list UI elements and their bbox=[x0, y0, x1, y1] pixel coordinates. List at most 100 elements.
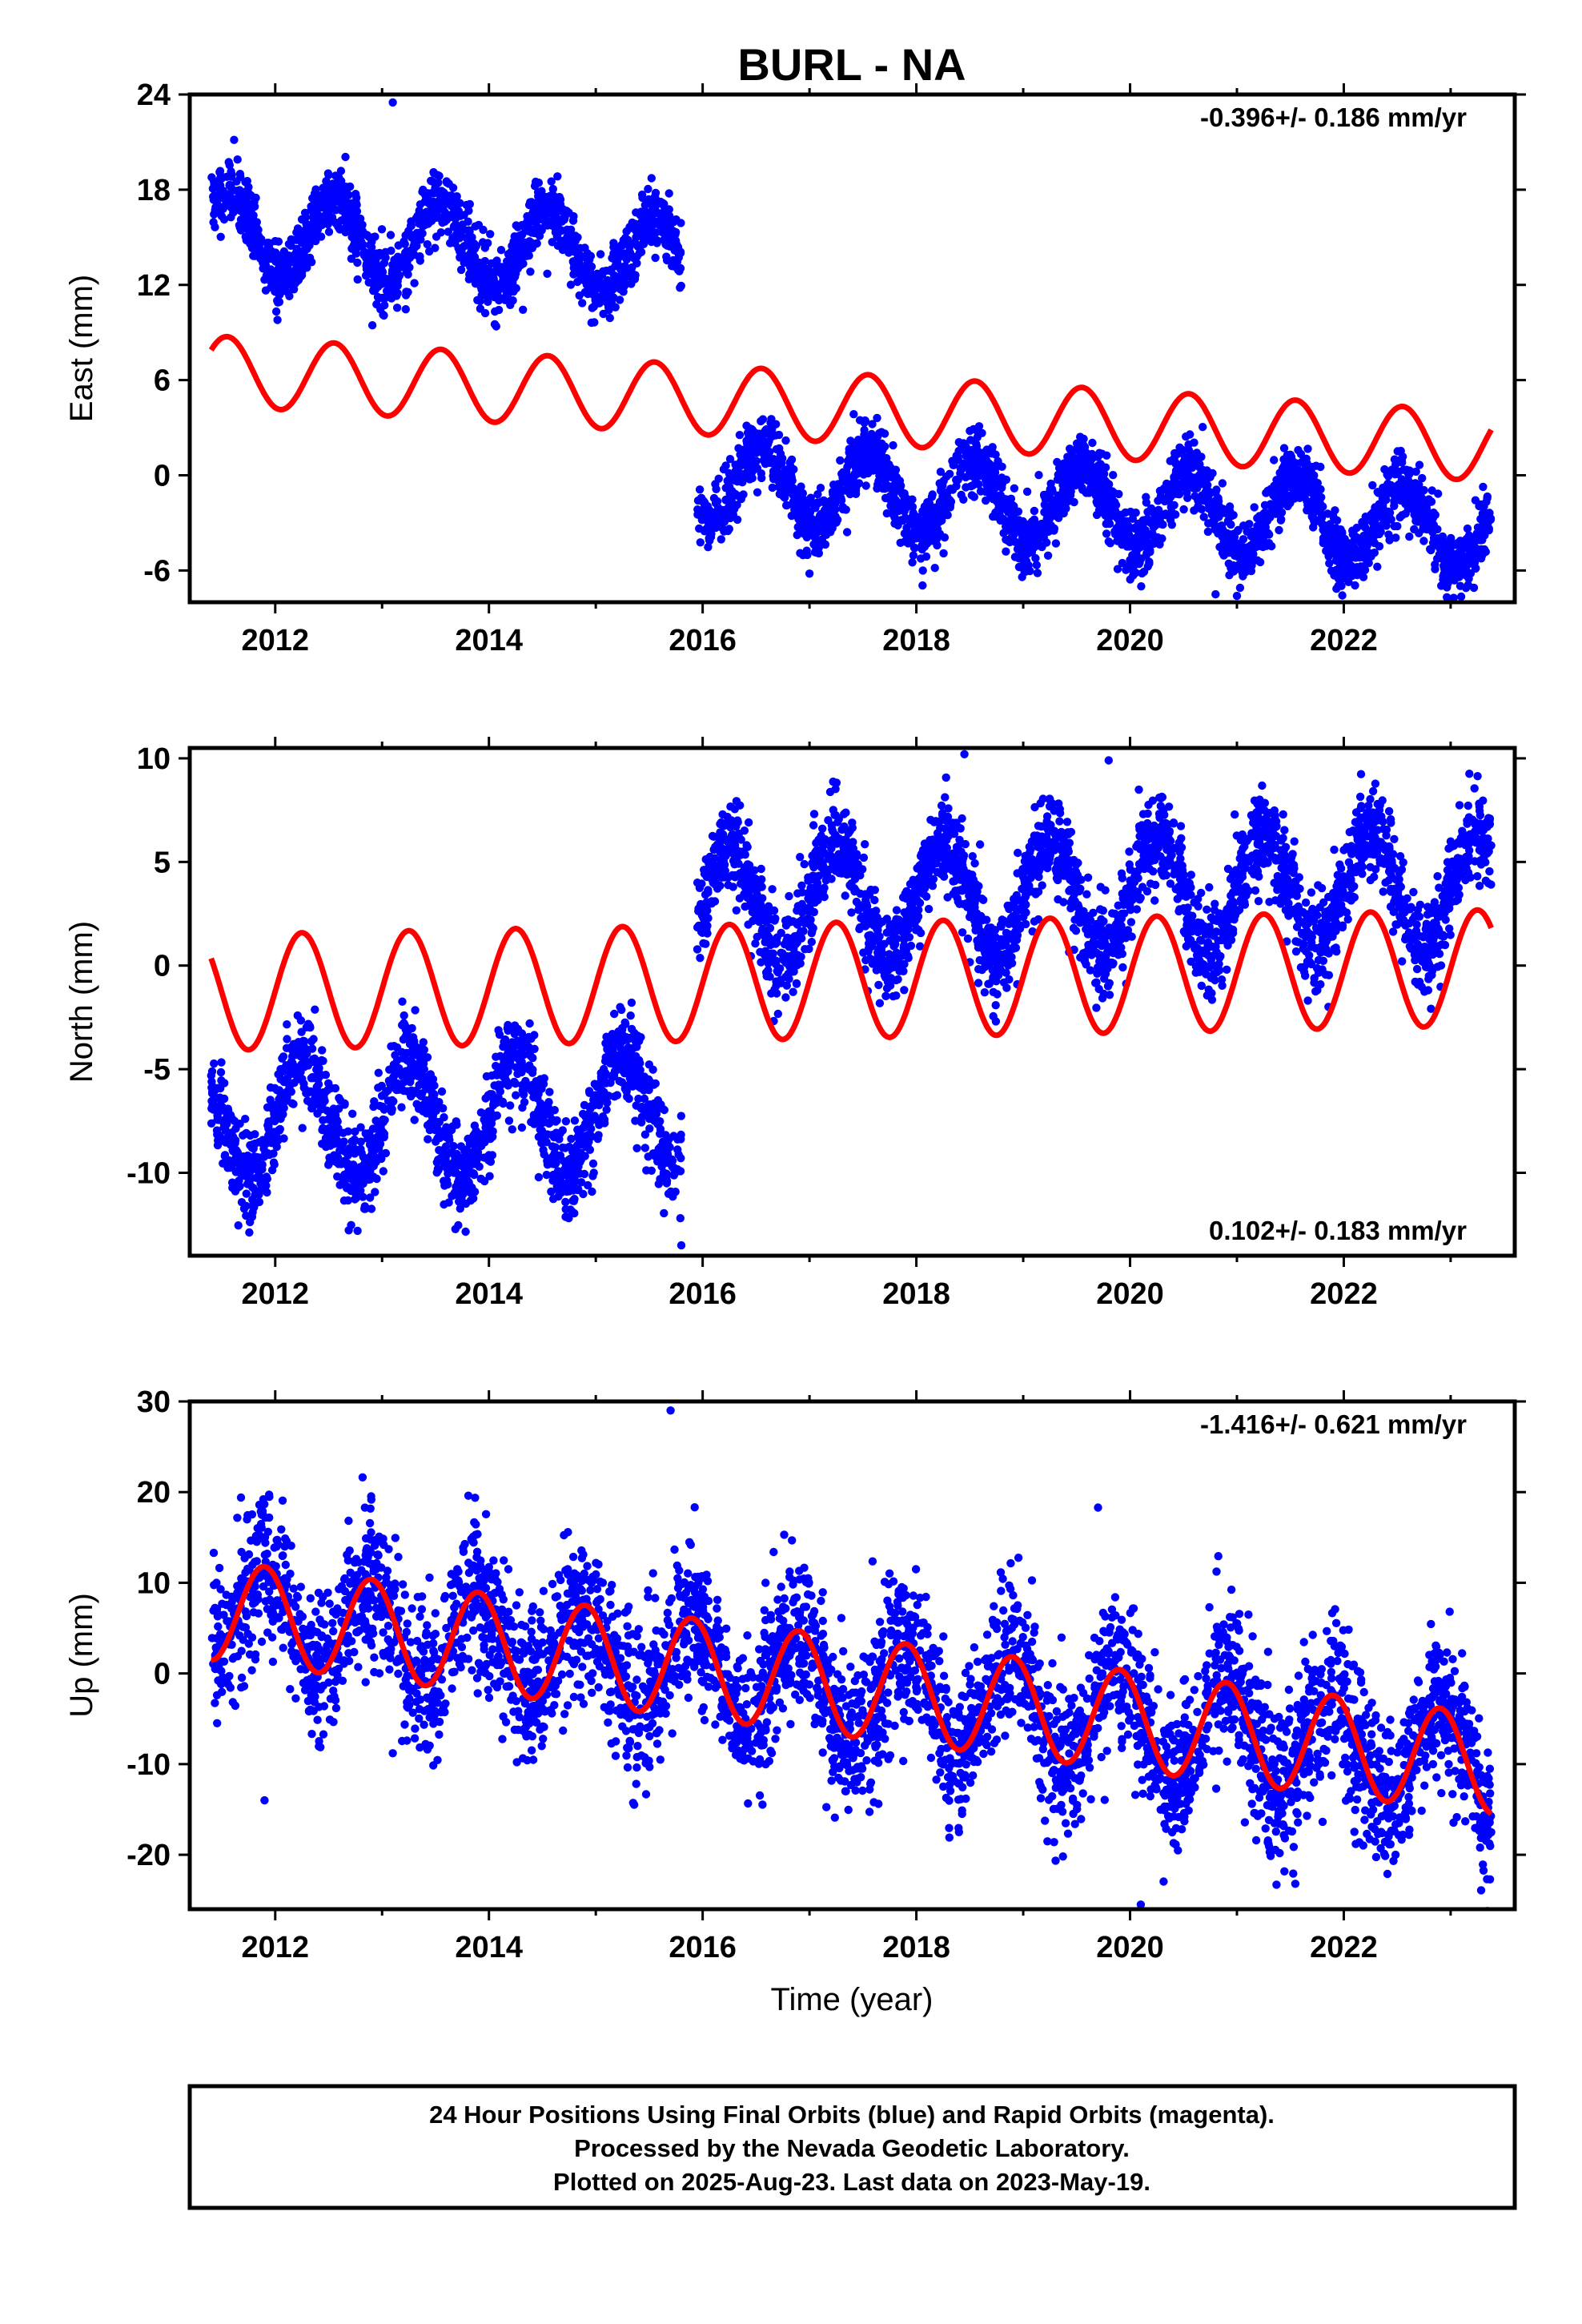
data-point bbox=[410, 279, 419, 287]
data-point bbox=[241, 232, 250, 241]
data-point bbox=[1053, 457, 1062, 467]
data-point bbox=[1478, 551, 1487, 560]
data-point bbox=[816, 484, 825, 493]
data-point bbox=[1186, 474, 1195, 483]
data-point bbox=[713, 497, 722, 506]
data-point bbox=[802, 533, 812, 542]
data-point bbox=[1051, 539, 1061, 548]
x-tick-label: 2014 bbox=[455, 624, 523, 657]
data-point bbox=[640, 1144, 649, 1152]
data-point bbox=[952, 476, 962, 485]
data-point bbox=[1272, 501, 1281, 511]
data-point bbox=[1088, 438, 1097, 448]
data-point bbox=[1431, 560, 1439, 569]
data-point bbox=[868, 420, 877, 428]
data-point bbox=[535, 231, 544, 240]
data-point bbox=[1385, 536, 1394, 545]
data-point bbox=[1126, 507, 1135, 517]
data-point bbox=[1189, 450, 1198, 460]
data-point bbox=[933, 541, 942, 550]
data-point bbox=[1311, 481, 1319, 490]
data-point bbox=[1359, 550, 1367, 559]
data-point bbox=[242, 1189, 251, 1198]
data-point bbox=[910, 544, 919, 553]
data-point bbox=[398, 258, 407, 267]
data-point bbox=[404, 270, 412, 279]
data-point bbox=[261, 255, 270, 264]
data-point bbox=[693, 496, 703, 505]
data-point bbox=[717, 535, 725, 544]
data-point bbox=[1018, 525, 1027, 534]
data-point bbox=[619, 287, 628, 296]
data-point bbox=[831, 492, 841, 501]
data-point bbox=[232, 177, 241, 186]
data-point bbox=[272, 252, 281, 262]
data-point bbox=[1020, 567, 1029, 576]
data-point bbox=[553, 241, 562, 250]
data-point bbox=[323, 190, 332, 199]
data-point bbox=[337, 206, 346, 215]
data-point bbox=[965, 471, 974, 480]
data-point bbox=[516, 261, 525, 270]
data-point bbox=[1113, 537, 1122, 545]
data-point bbox=[444, 179, 453, 188]
data-point bbox=[958, 463, 966, 472]
data-point bbox=[432, 232, 441, 241]
data-point bbox=[737, 494, 745, 504]
data-point bbox=[1032, 561, 1042, 569]
data-point bbox=[403, 1087, 412, 1096]
north-observations-series bbox=[207, 750, 1496, 1250]
data-point bbox=[640, 1094, 649, 1104]
data-point bbox=[1275, 525, 1283, 535]
data-point bbox=[1397, 475, 1407, 484]
data-point bbox=[575, 291, 584, 300]
data-point bbox=[851, 458, 861, 467]
data-point bbox=[1010, 553, 1020, 561]
data-point bbox=[518, 230, 527, 239]
data-point bbox=[1102, 529, 1111, 538]
data-point bbox=[1190, 438, 1199, 447]
data-point bbox=[1228, 537, 1237, 545]
data-point bbox=[1132, 549, 1141, 558]
data-point bbox=[632, 1144, 641, 1153]
data-point bbox=[570, 1116, 580, 1125]
data-point bbox=[908, 495, 917, 504]
data-point bbox=[415, 206, 424, 215]
data-point bbox=[260, 275, 269, 284]
data-point bbox=[1327, 546, 1337, 555]
data-point bbox=[617, 279, 626, 288]
data-point bbox=[962, 483, 970, 492]
data-point bbox=[1077, 452, 1086, 460]
data-point bbox=[1251, 543, 1260, 552]
data-point bbox=[455, 231, 464, 241]
data-point bbox=[1030, 515, 1039, 524]
data-point bbox=[419, 219, 428, 228]
data-point bbox=[217, 1076, 226, 1085]
data-point bbox=[796, 549, 805, 557]
data-point bbox=[1030, 537, 1038, 546]
data-point bbox=[236, 226, 246, 235]
data-point bbox=[1204, 519, 1213, 528]
data-point bbox=[424, 191, 433, 199]
data-point bbox=[364, 278, 373, 287]
data-point bbox=[677, 1154, 685, 1163]
data-point bbox=[1270, 456, 1279, 464]
data-point bbox=[668, 262, 677, 271]
data-point bbox=[456, 265, 466, 275]
data-point bbox=[644, 223, 654, 232]
data-point bbox=[869, 449, 878, 458]
data-point bbox=[470, 275, 479, 284]
data-point bbox=[387, 246, 396, 255]
data-point bbox=[213, 1130, 222, 1139]
data-point bbox=[938, 495, 947, 504]
data-point bbox=[943, 488, 952, 497]
data-point bbox=[456, 199, 464, 207]
x-tick-label: 2016 bbox=[669, 624, 737, 657]
data-point bbox=[1447, 533, 1456, 543]
data-point bbox=[425, 247, 434, 256]
data-point bbox=[855, 416, 865, 424]
data-point bbox=[751, 442, 761, 451]
data-point bbox=[1155, 520, 1165, 529]
data-point bbox=[1231, 551, 1239, 560]
data-point bbox=[1356, 537, 1365, 547]
